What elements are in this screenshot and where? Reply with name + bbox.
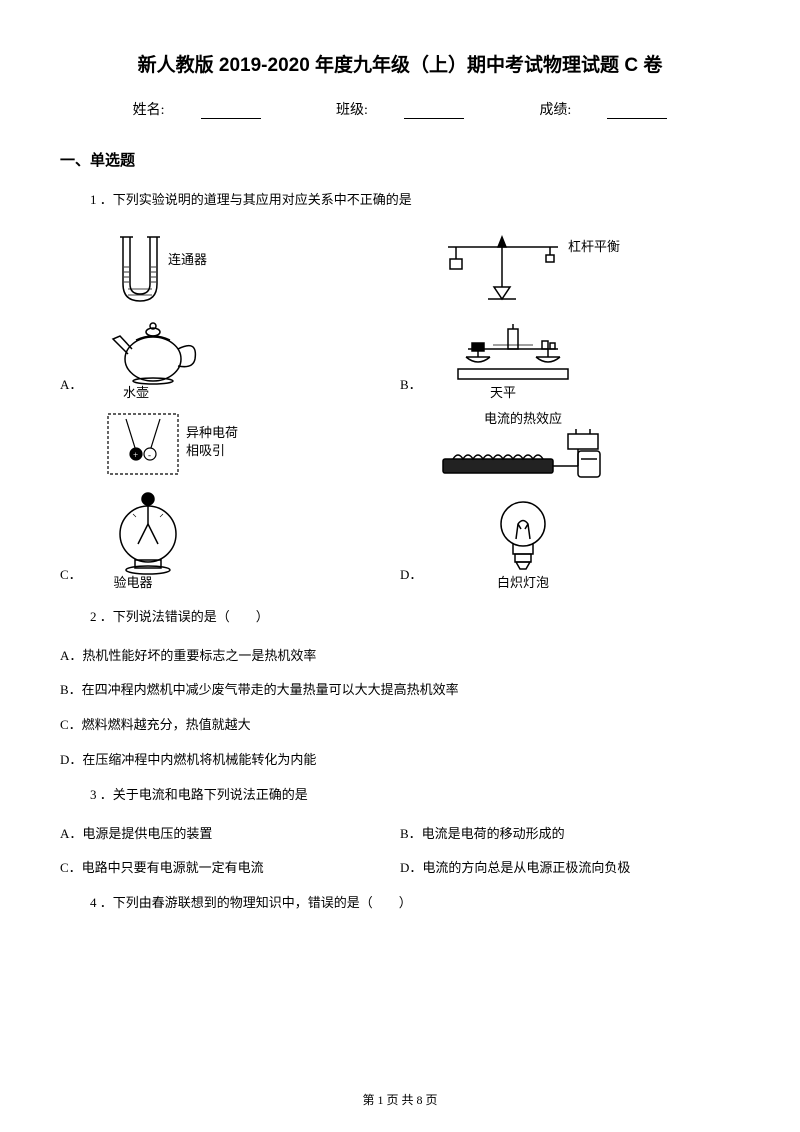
fig-d-svg: 电流的热效应 (428, 409, 648, 589)
fig-d-top-label: 电流的热效应 (484, 411, 562, 426)
q2-stem: 2 ．下列说法错误的是（ ） (90, 607, 740, 628)
fig-a-bottom-label: 水壶 (123, 385, 149, 399)
q1-opt-a: A． (60, 374, 82, 393)
name-label: 姓名: (133, 103, 165, 118)
q1-row-cd: C． + - 异种电荷 相吸引 (60, 409, 740, 589)
fig-c-svg: + - 异种电荷 相吸引 (88, 409, 288, 589)
fig-c-bottom-label: 验电器 (113, 575, 152, 589)
section-header: 一、单选题 (60, 149, 740, 170)
q1-opt-d: D． (400, 564, 422, 583)
class-label: 班级: (336, 103, 368, 118)
svg-text:+: + (133, 450, 138, 460)
q1-fig-b: 杠杆平衡 (428, 229, 648, 399)
fig-c-top2: 相吸引 (186, 443, 225, 458)
q3-c: C．电路中只要有电源就一定有电流 (60, 858, 400, 879)
q3-a: A．电源是提供电压的装置 (60, 824, 400, 845)
fig-a-svg: 连通器 水壶 (88, 229, 258, 399)
page-footer: 第 1 页 共 8 页 (0, 1091, 800, 1108)
score-label: 成绩: (539, 103, 571, 118)
student-info: 姓名: 班级: 成绩: (60, 99, 740, 119)
q2-c: C．燃料燃料越充分，热值就越大 (60, 715, 740, 736)
q1-fig-c: + - 异种电荷 相吸引 (88, 409, 288, 589)
q3-options: A．电源是提供电压的装置 B．电流是电荷的移动形成的 C．电路中只要有电源就一定… (60, 824, 740, 894)
q4-stem: 4 ．下列由春游联想到的物理知识中，错误的是（ ） (90, 893, 740, 914)
q3-stem: 3 ．关于电流和电路下列说法正确的是 (90, 785, 740, 806)
q1-opt-b: B． (400, 374, 422, 393)
q2-d: D．在压缩冲程中内燃机将机械能转化为内能 (60, 750, 740, 771)
fig-b-bottom-label: 天平 (490, 385, 516, 399)
class-blank (404, 105, 464, 119)
q1-opt-c: C． (60, 564, 82, 583)
fig-a-top-label: 连通器 (168, 252, 207, 267)
score-blank (607, 105, 667, 119)
q3-b: B．电流是电荷的移动形成的 (400, 824, 740, 845)
q1-fig-a: 连通器 水壶 (88, 229, 258, 399)
q2-a: A．热机性能好坏的重要标志之一是热机效率 (60, 646, 740, 667)
fig-c-top1: 异种电荷 (186, 425, 238, 440)
page-title: 新人教版 2019-2020 年度九年级（上）期中考试物理试题 C 卷 (60, 50, 740, 77)
name-blank (201, 105, 261, 119)
fig-b-top-label: 杠杆平衡 (568, 239, 620, 254)
svg-text:-: - (148, 450, 151, 460)
q1-fig-d: 电流的热效应 (428, 409, 648, 589)
q2-b: B．在四冲程内燃机中减少废气带走的大量热量可以大大提高热机效率 (60, 680, 740, 701)
q3-d: D．电流的方向总是从电源正极流向负极 (400, 858, 740, 879)
q1-stem: 1 ．下列实验说明的道理与其应用对应关系中不正确的是 (90, 190, 740, 211)
q1-row-ab: A． 连通器 (60, 229, 740, 399)
fig-b-svg: 杠杆平衡 (428, 229, 648, 399)
fig-d-bottom-label: 白炽灯泡 (497, 575, 549, 589)
